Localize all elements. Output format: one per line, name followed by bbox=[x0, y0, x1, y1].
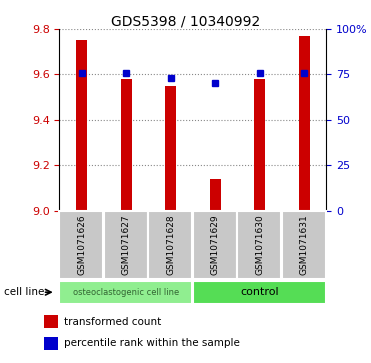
Bar bbox=[210, 179, 221, 211]
Bar bbox=[121, 79, 132, 211]
Bar bbox=[165, 86, 176, 211]
Text: GSM1071631: GSM1071631 bbox=[300, 215, 309, 276]
Text: cell line: cell line bbox=[4, 287, 44, 297]
Text: control: control bbox=[240, 287, 279, 297]
FancyBboxPatch shape bbox=[148, 211, 192, 279]
Text: GSM1071626: GSM1071626 bbox=[77, 215, 86, 276]
FancyBboxPatch shape bbox=[193, 211, 237, 279]
Bar bbox=[44, 315, 58, 328]
Bar bbox=[299, 36, 310, 211]
Text: GDS5398 / 10340992: GDS5398 / 10340992 bbox=[111, 15, 260, 29]
FancyBboxPatch shape bbox=[193, 281, 326, 303]
Bar bbox=[254, 79, 265, 211]
FancyBboxPatch shape bbox=[104, 211, 148, 279]
Text: GSM1071627: GSM1071627 bbox=[122, 215, 131, 276]
FancyBboxPatch shape bbox=[59, 211, 103, 279]
Text: GSM1071629: GSM1071629 bbox=[211, 215, 220, 276]
FancyBboxPatch shape bbox=[59, 281, 192, 303]
Text: GSM1071628: GSM1071628 bbox=[166, 215, 175, 276]
FancyBboxPatch shape bbox=[282, 211, 326, 279]
FancyBboxPatch shape bbox=[237, 211, 281, 279]
Text: percentile rank within the sample: percentile rank within the sample bbox=[64, 338, 240, 348]
Bar bbox=[76, 40, 87, 211]
Bar bbox=[44, 337, 58, 350]
Text: GSM1071630: GSM1071630 bbox=[255, 215, 264, 276]
Text: transformed count: transformed count bbox=[64, 317, 161, 327]
Text: osteoclastogenic cell line: osteoclastogenic cell line bbox=[73, 288, 179, 297]
